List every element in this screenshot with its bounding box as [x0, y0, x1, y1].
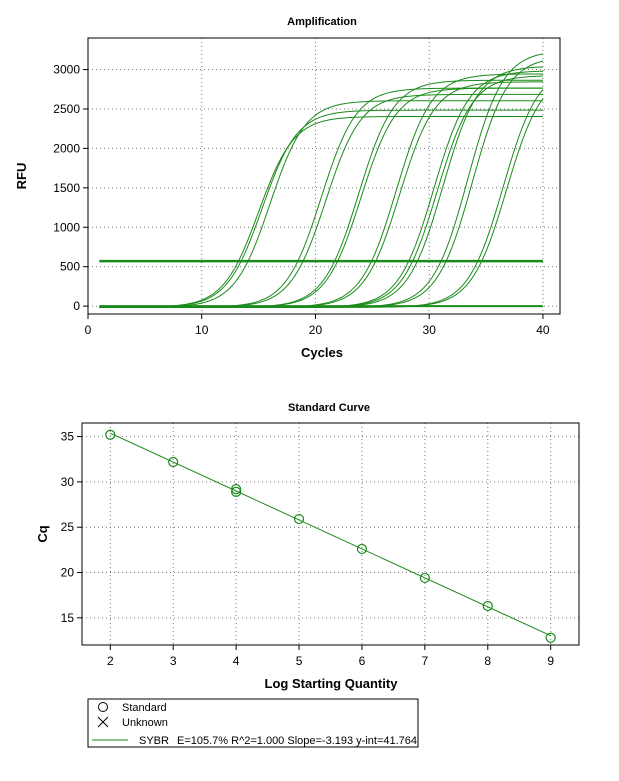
standard-point: [356, 543, 368, 555]
amplification-curve: [99, 75, 543, 308]
standard-curve-y-label: Cq: [35, 525, 50, 542]
amplification-curve: [99, 100, 543, 308]
amplification-plot-frame: [87, 37, 561, 315]
standard-curve-points: [105, 429, 556, 643]
amplification-curve: [99, 98, 544, 308]
amplification-y-tick-label: 2500: [53, 102, 80, 116]
amplification-curve: [99, 115, 543, 308]
legend: Standard Unknown SYBR E=105.7% R^2=1.000…: [87, 698, 419, 748]
legend-unknown-marker: [97, 716, 109, 728]
amplification-title: Amplification: [287, 16, 357, 28]
amplification-curve: [99, 109, 543, 308]
standard-curve-x-ticks: 2 3 4 5 6 7 8 9: [107, 645, 554, 668]
standard-point: [482, 600, 493, 612]
standard-point: [545, 632, 556, 643]
standard-curve-x-tick-label: 4: [233, 654, 240, 668]
legend-sybr-label: SYBR: [139, 735, 169, 747]
amplification-y-tick-label: 1500: [53, 181, 80, 195]
standard-curve-y-tick-label: 25: [61, 520, 75, 534]
standard-curve-fit-line: [110, 432, 551, 637]
amplification-curve: [99, 53, 544, 308]
amplification-y-tick-label: 3000: [53, 63, 80, 77]
amplification-y-tick-label: 500: [60, 260, 80, 274]
regression-line: [110, 432, 551, 637]
amplification-curve: [99, 79, 543, 308]
standard-curve-y-tick-label: 30: [61, 475, 75, 489]
amplification-y-tick-label: 2000: [53, 141, 80, 155]
legend-standard-label: Standard: [122, 702, 167, 714]
standard-curve-grid: [82, 423, 579, 645]
standard-curve-y-tick-label: 20: [61, 566, 75, 580]
amplification-curves: [99, 53, 544, 308]
amplification-x-label: Cycles: [301, 345, 343, 360]
standard-point: [231, 484, 242, 495]
standard-point: [168, 456, 179, 468]
standard-curve-x-tick-label: 8: [484, 654, 491, 668]
legend-fit-stats: E=105.7% R^2=1.000 Slope=-3.193 y-int=41…: [177, 735, 417, 747]
standard-point: [105, 429, 116, 440]
amplification-x-tick-label: 40: [536, 323, 550, 337]
standard-curve-y-ticks: 15 20 25 30 35: [61, 430, 82, 625]
standard-curve-x-label: Log Starting Quantity: [265, 676, 399, 691]
amplification-x-tick-label: 0: [85, 323, 92, 337]
amplification-y-tick-label: 1000: [53, 220, 80, 234]
standard-curve-x-tick-label: 2: [107, 654, 114, 668]
legend-unknown-label: Unknown: [122, 717, 168, 729]
standard-curve-x-tick-label: 7: [422, 654, 429, 668]
amplification-curve: [99, 93, 543, 308]
amplification-x-ticks: 0 10 20 30 40: [85, 314, 550, 337]
standard-point: [231, 486, 242, 497]
standard-curve-plot-frame: [81, 422, 580, 646]
standard-curve-x-tick-label: 9: [547, 654, 554, 668]
standard-point: [293, 513, 305, 525]
standard-curve-x-tick-label: 3: [170, 654, 177, 668]
standard-curve-y-tick-label: 15: [61, 611, 75, 625]
amplification-y-ticks: 0 500 1000 1500 2000 2500 3000: [53, 63, 88, 313]
standard-curve-chart: Standard Curve 2 3 4 5 6 7 8 9 15 20 25 30 35 Log S…: [35, 402, 580, 691]
legend-standard-marker: [98, 702, 108, 712]
amplification-y-tick-label: 0: [73, 299, 80, 313]
amplification-x-tick-label: 10: [195, 323, 209, 337]
standard-point: [419, 572, 430, 584]
amplification-x-tick-label: 30: [423, 323, 437, 337]
standard-curve-title: Standard Curve: [288, 402, 370, 414]
standard-curve-y-tick-label: 35: [61, 430, 75, 444]
legend-box: [87, 698, 419, 748]
amplification-x-tick-label: 20: [309, 323, 323, 337]
amplification-curve: [99, 87, 543, 308]
amplification-y-label: RFU: [14, 163, 29, 190]
amplification-curve: [99, 81, 543, 308]
amplification-chart: Amplification 0 10 20 30 40 0 500 1000 1500 2000…: [14, 16, 561, 360]
standard-curve-x-tick-label: 6: [359, 654, 366, 668]
amplification-grid: [88, 38, 560, 314]
standard-curve-x-tick-label: 5: [296, 654, 303, 668]
